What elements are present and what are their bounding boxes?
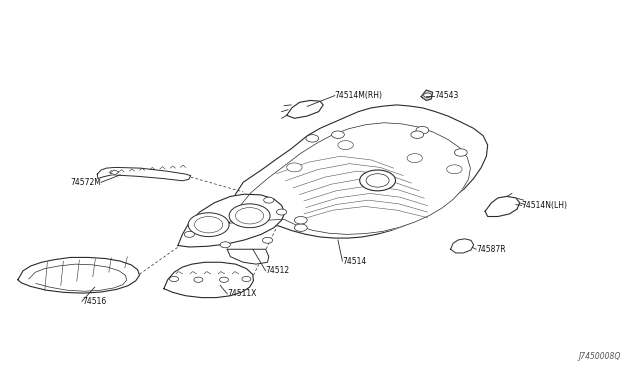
Text: 74572M: 74572M (70, 178, 101, 187)
Text: 74514M(RH): 74514M(RH) (335, 91, 383, 100)
Circle shape (424, 93, 431, 97)
Text: 74587R: 74587R (476, 245, 506, 254)
Text: 74514N(LH): 74514N(LH) (522, 201, 568, 210)
Polygon shape (18, 257, 140, 293)
Circle shape (262, 237, 273, 243)
Circle shape (220, 277, 228, 282)
Circle shape (294, 217, 307, 224)
Polygon shape (218, 105, 488, 238)
Circle shape (294, 224, 307, 231)
Circle shape (366, 174, 389, 187)
Text: 74543: 74543 (434, 92, 458, 100)
Polygon shape (485, 196, 520, 217)
Polygon shape (178, 194, 285, 247)
Circle shape (170, 276, 179, 282)
Circle shape (332, 131, 344, 138)
Text: J7450008Q: J7450008Q (579, 352, 621, 361)
Circle shape (188, 213, 229, 237)
Circle shape (360, 170, 396, 191)
Circle shape (447, 165, 462, 174)
Polygon shape (227, 249, 269, 264)
Polygon shape (164, 262, 253, 298)
Circle shape (411, 131, 424, 138)
Circle shape (220, 242, 230, 248)
Circle shape (194, 277, 203, 282)
Circle shape (195, 217, 223, 233)
Text: 74516: 74516 (82, 297, 106, 306)
Polygon shape (110, 170, 119, 175)
Circle shape (229, 204, 270, 228)
Text: 74512: 74512 (266, 266, 290, 275)
Circle shape (276, 209, 287, 215)
Circle shape (242, 276, 251, 282)
Polygon shape (97, 167, 191, 181)
Circle shape (338, 141, 353, 150)
Circle shape (287, 163, 302, 172)
Text: 74511X: 74511X (227, 289, 257, 298)
Polygon shape (421, 90, 433, 100)
Polygon shape (287, 100, 323, 118)
Circle shape (454, 149, 467, 156)
Circle shape (264, 197, 274, 203)
Circle shape (236, 208, 264, 224)
Circle shape (184, 231, 195, 237)
Circle shape (416, 126, 429, 134)
Circle shape (407, 154, 422, 163)
Text: 74514: 74514 (342, 257, 367, 266)
Polygon shape (229, 123, 470, 234)
Circle shape (306, 135, 319, 142)
Polygon shape (451, 239, 474, 253)
